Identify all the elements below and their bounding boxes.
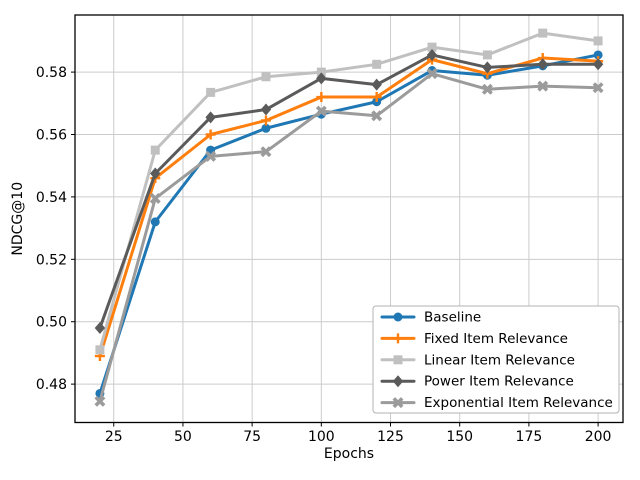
tick-label-x: 25 <box>105 429 123 445</box>
axis-ticks: 25 50 75 100 125 150 175 200 0.48 0.50 0.52 0.54 0.5… <box>36 65 612 445</box>
tick-label-y: 0.50 <box>36 315 67 331</box>
data-series <box>94 28 604 407</box>
data-point-marker <box>315 105 327 117</box>
tick-label-y: 0.58 <box>36 65 67 81</box>
data-point-marker <box>94 395 106 407</box>
series-line <box>98 53 600 395</box>
data-point-marker <box>149 192 161 204</box>
tick-label-y: 0.54 <box>36 190 67 206</box>
tick-label-x: 200 <box>585 429 612 445</box>
tick-label-x: 175 <box>516 429 543 445</box>
data-point-marker <box>206 87 216 97</box>
data-point-marker <box>205 150 217 162</box>
legend-item: Exponential Item Relevance <box>380 395 613 411</box>
data-point-marker <box>316 67 326 77</box>
tick-label-y: 0.48 <box>36 377 67 393</box>
plot-border <box>74 14 624 424</box>
data-point-marker <box>537 58 548 71</box>
data-point-marker <box>316 92 327 103</box>
data-point-marker <box>592 58 604 71</box>
tick-label-x: 50 <box>174 429 192 445</box>
legend-marker-x-icon <box>392 397 404 409</box>
legend-item: Power Item Relevance <box>380 374 574 390</box>
data-point-marker <box>482 50 492 60</box>
series-linear-item-relevance <box>95 28 603 355</box>
legend-item: Baseline <box>380 310 481 326</box>
legend: Baseline Fixed Item Relevance Linear Item … <box>372 305 620 414</box>
legend-marker-square-icon <box>393 355 403 365</box>
data-point-marker <box>371 110 383 122</box>
data-point-marker <box>593 36 603 46</box>
legend-label: Linear Item Relevance <box>424 352 575 368</box>
data-point-marker <box>260 115 271 126</box>
data-point-marker <box>205 129 216 140</box>
data-point-marker <box>94 321 106 334</box>
legend-label: Baseline <box>424 310 481 326</box>
series-power-item-relevance <box>94 48 604 334</box>
data-point-marker <box>150 167 161 180</box>
data-point-marker <box>95 345 105 355</box>
data-point-marker <box>150 217 160 227</box>
series-exponential-item-relevance <box>94 68 604 407</box>
legend-label: Power Item Relevance <box>424 374 574 390</box>
tick-label-x: 125 <box>377 429 404 445</box>
data-point-marker <box>426 68 438 80</box>
data-point-marker <box>371 92 382 103</box>
data-point-marker <box>481 83 493 95</box>
data-point-marker <box>205 111 216 124</box>
tick-label-x: 150 <box>446 429 473 445</box>
series-line <box>98 31 600 352</box>
series-line <box>98 53 600 330</box>
data-point-marker <box>261 72 271 82</box>
legend-box <box>372 305 620 414</box>
data-point-marker <box>260 146 272 158</box>
legend-marker-plus-icon <box>393 333 403 344</box>
legend-label: Fixed Item Relevance <box>424 331 568 347</box>
legend-marker-diamond-icon <box>392 375 404 388</box>
data-point-marker <box>482 61 493 74</box>
data-point-marker <box>593 50 603 60</box>
tick-label-x: 100 <box>308 429 335 445</box>
data-point-marker <box>150 145 160 155</box>
legend-item: Linear Item Relevance <box>380 352 575 368</box>
data-point-marker <box>592 82 604 94</box>
data-point-marker <box>427 42 437 52</box>
legend-marker-circle-icon <box>393 312 403 322</box>
x-axis-label: Epochs <box>324 446 374 462</box>
data-point-marker <box>316 72 327 85</box>
data-point-marker <box>260 103 272 116</box>
data-point-marker <box>538 28 548 38</box>
data-point-marker <box>371 78 382 91</box>
data-point-marker <box>372 59 382 69</box>
data-point-marker <box>426 48 438 61</box>
tick-label-y: 0.56 <box>36 128 67 144</box>
tick-label-x: 75 <box>243 429 261 445</box>
series-line <box>98 72 600 403</box>
y-axis-label: NDCG@10 <box>10 182 26 256</box>
data-point-marker <box>261 123 271 133</box>
tick-label-y: 0.52 <box>36 252 67 268</box>
legend-item: Fixed Item Relevance <box>380 331 568 347</box>
legend-label: Exponential Item Relevance <box>424 395 613 411</box>
data-point-marker <box>537 80 549 92</box>
